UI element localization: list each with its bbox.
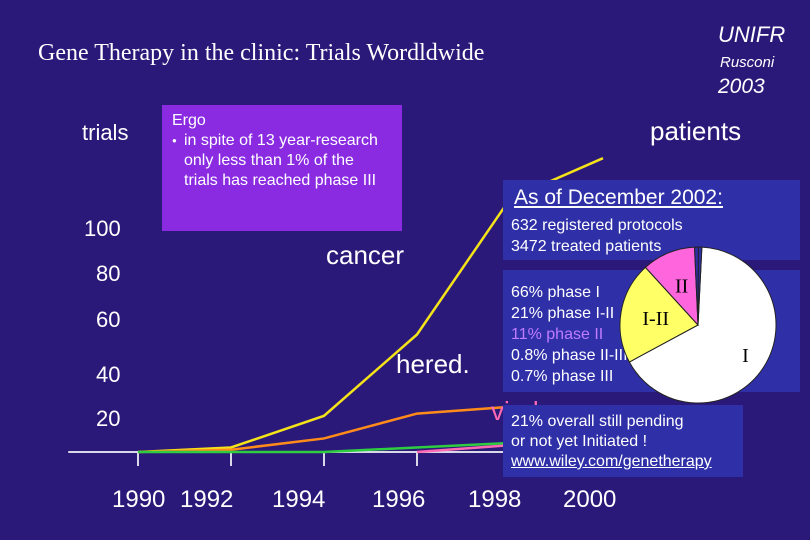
- series-line-cancer: [137, 405, 511, 454]
- as-of-heading: As of December 2002:: [514, 186, 723, 209]
- x-tick-label: 1990: [112, 486, 166, 513]
- pie-label: I-II: [642, 308, 669, 330]
- y-tick-label: 40: [96, 362, 121, 387]
- pie-slice-i: [628, 246, 777, 404]
- x-tick-label: 2000: [563, 486, 617, 513]
- x-tick-label: 1994: [272, 486, 326, 513]
- status-text: 632 registered protocols 3472 treated pa…: [511, 215, 683, 257]
- phase-item: 0.8% phase II-III: [511, 347, 628, 364]
- author-label: Rusconi: [720, 54, 775, 71]
- ergo-heading: Ergo: [172, 112, 206, 129]
- status-panel: [503, 180, 800, 260]
- series-line-series-3: [416, 443, 511, 454]
- pending-text: 21% overall still pending or not yet Ini…: [511, 412, 712, 472]
- patients-count: 3472 treated patients: [511, 238, 662, 255]
- ergo-bullet: in spite of 13 year-research only less t…: [172, 131, 392, 191]
- y-axis-title: trials: [82, 120, 129, 145]
- pending-line: 21% overall still pending: [511, 413, 684, 430]
- cancer-annotation: cancer: [326, 240, 405, 270]
- hereditary-annotation: hered.: [396, 349, 470, 379]
- y-tick-label: 100: [84, 216, 121, 241]
- phase-item: 11% phase II: [511, 326, 604, 343]
- page-title: Gene Therapy in the clinic: Trials Wordl…: [38, 40, 485, 66]
- institution-label: UNIFR: [718, 22, 786, 47]
- patients-annotation: patients: [650, 116, 742, 146]
- source-link[interactable]: www.wiley.com/genetherapy: [511, 453, 712, 470]
- phase-item: 0.7% phase III: [511, 368, 614, 385]
- pending-panel: [503, 405, 743, 477]
- phase-pie-chart: I I-II II: [619, 246, 777, 404]
- x-tick-label: 1998: [468, 486, 522, 513]
- ergo-callout: Ergo in spite of 13 year-research only l…: [162, 105, 402, 231]
- pending-line: or not yet Initiated !: [511, 433, 648, 450]
- phase-list: 66% phase I 21% phase I-II 11% phase II …: [511, 282, 628, 387]
- protocols-count: 632 registered protocols: [511, 217, 683, 234]
- pie-slice-iii: [697, 246, 703, 326]
- pie-label: I: [742, 345, 749, 367]
- pie-label: II: [675, 275, 688, 297]
- phase-item: 21% phase I-II: [511, 305, 615, 322]
- series-line-series-2: [138, 441, 511, 454]
- pie-slice-i-ii: [619, 266, 699, 363]
- y-tick-label: 60: [96, 307, 121, 332]
- ergo-list: in spite of 13 year-research only less t…: [172, 131, 392, 191]
- x-tick-label: 1996: [372, 486, 426, 513]
- y-tick-label: 20: [96, 406, 121, 431]
- phase-item: 66% phase I: [511, 284, 600, 301]
- y-tick-label: 80: [96, 261, 121, 286]
- year-label: 2003: [718, 75, 765, 98]
- x-tick-label: 1992: [180, 486, 234, 513]
